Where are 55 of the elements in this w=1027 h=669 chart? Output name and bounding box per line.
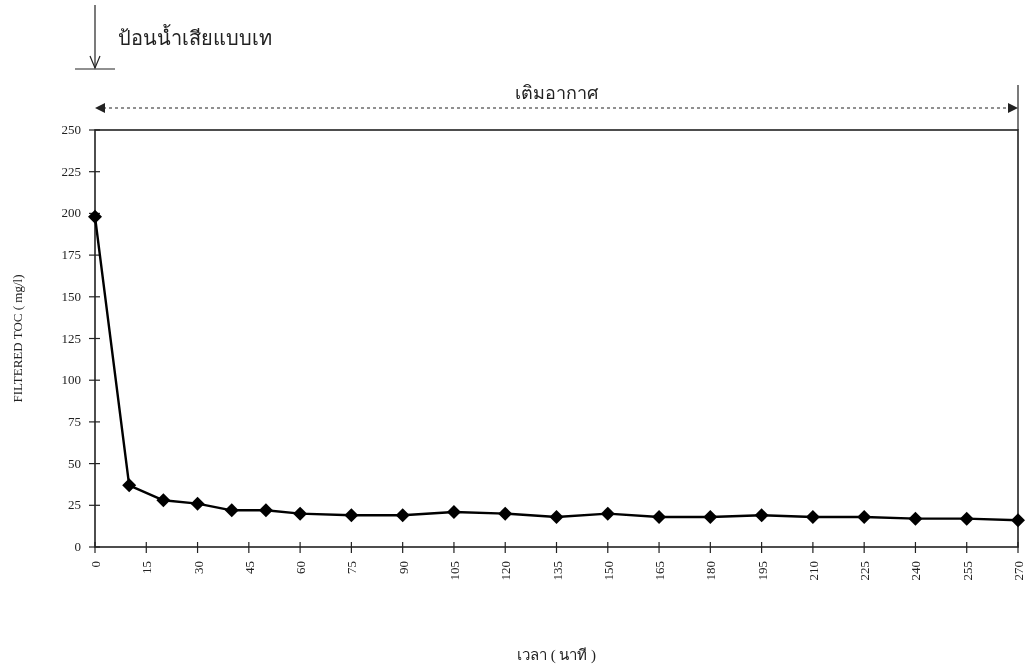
x-tick-label: 255 [959,561,975,581]
x-axis-title: เวลา ( นาที ) [516,647,597,664]
point [293,506,308,521]
point [156,493,171,508]
x-tick-label: 150 [600,561,616,581]
x-tick-label: 105 [446,561,462,581]
point [122,478,137,493]
x-tick-label: 165 [652,561,668,581]
x-tick-label: 60 [293,561,309,574]
point [446,504,461,519]
point [805,509,820,524]
y-tick-label: 100 [61,372,81,388]
point [258,503,273,518]
y-tick-label: 25 [68,497,81,513]
x-tick-label: 0 [88,561,103,568]
point [190,496,205,511]
point [1011,513,1025,528]
x-tick-label: 240 [908,561,924,581]
point [344,508,359,523]
x-tick-label: 30 [190,561,206,574]
point [224,503,239,518]
point [498,506,513,521]
point [600,506,615,521]
point [754,508,769,523]
y-tick-label: 175 [61,247,81,263]
x-tick-label: 270 [1011,561,1026,581]
x-tick-label: 180 [703,561,719,581]
point [857,509,872,524]
y-tick-label: 50 [68,455,81,471]
x-tick-label: 120 [498,561,514,581]
x-tick-label: 210 [805,561,821,581]
x-tick-label: 225 [857,561,873,581]
y-tick-label: 200 [61,205,81,221]
point [88,209,102,224]
y-axis-title: FILTERED TOC ( mg/l) [10,274,25,403]
y-tick-label: 75 [68,413,81,429]
point [908,511,923,526]
point [395,508,410,523]
x-tick-label: 45 [241,561,257,574]
x-tick-label: 135 [549,561,565,581]
y-tick-label: 150 [61,288,81,304]
y-tick-label: 0 [74,539,81,554]
point [652,509,667,524]
x-tick-label: 15 [139,561,155,574]
text: ป้อนน้ำเสียแบบเท [118,24,272,49]
point [959,511,974,526]
point [549,509,564,524]
text: เติมอากาศ [515,83,599,103]
y-tick-label: 125 [61,330,81,346]
y-tick-label: 225 [61,163,81,179]
x-tick-label: 195 [754,561,770,581]
y-tick-label: 250 [61,122,81,137]
x-tick-label: 90 [395,561,411,574]
point [703,509,718,524]
x-tick-label: 75 [344,561,360,574]
